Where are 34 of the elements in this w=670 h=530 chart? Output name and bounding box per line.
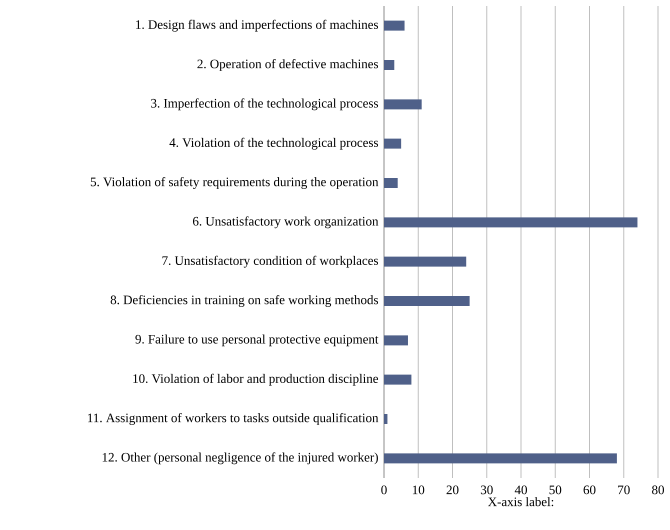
bar [384,414,388,424]
x-tick-label: 70 [618,486,630,494]
x-axis-title: X-axis label: [488,497,554,506]
x-tick-label: 60 [584,486,596,494]
x-tick-label: 10 [412,486,424,494]
y-tick-label: 6. Unsatisfactory work organization [192,216,378,228]
y-tick-label: 9. Failure to use personal protective equipment [135,334,378,346]
bar [384,60,394,70]
x-tick-label: 30 [480,486,493,494]
y-tick-label: 5. Violation of safety requirements during the operation [90,177,378,189]
bar [384,256,466,267]
bar [384,335,408,346]
x-tick-label: 0 [381,486,387,494]
bar [384,20,405,31]
x-tick-label: 20 [446,486,458,494]
y-tick-label: 10. Violation of labor and production discipline [133,374,378,386]
y-tick-label: 1. Design flaws and imperfections of machines [136,20,378,32]
bar [384,453,617,464]
y-tick-label: 11. Assignment of workers to tasks outside qualification [88,413,378,425]
y-tick-label: 7. Unsatisfactory condition of workplaces [162,256,378,268]
bar [384,296,470,306]
y-tick-label: 12. Other (personal negligence of the injured worker) [102,452,378,464]
bar [384,138,402,149]
bar [384,217,638,228]
x-tick-label: 50 [550,486,562,494]
y-tick-label: 4. Violation of the technological process [169,138,378,150]
y-tick-label: 2. Operation of defective machines [197,59,378,71]
bar [384,99,422,110]
bar [384,374,412,385]
x-tick-label: 80 [652,486,664,494]
y-tick-label: 3. Imperfection of the technological process [151,98,378,110]
x-tick-label: 40 [514,486,527,494]
bar [384,178,398,188]
y-tick-label: 8. Deficiencies in training on safe working methods [110,295,378,307]
